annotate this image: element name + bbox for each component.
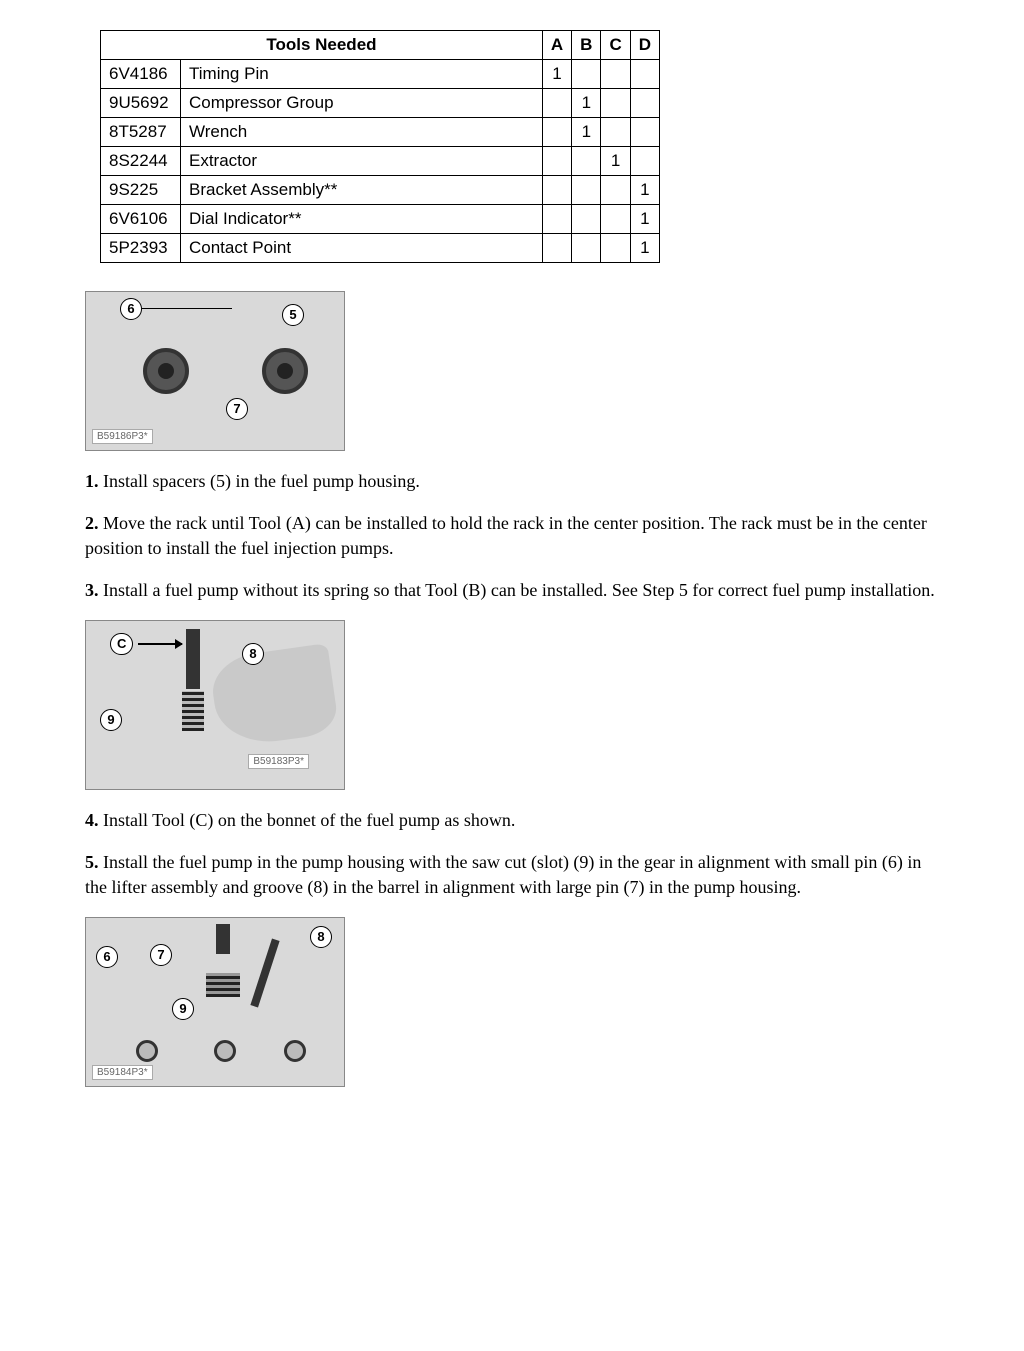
table-row: 6V4186Timing Pin1 — [101, 60, 660, 89]
callout-6: 6 — [96, 946, 118, 968]
step-text: Install a fuel pump without its spring s… — [99, 580, 935, 600]
figure-label: B59183P3* — [248, 754, 309, 769]
gear-icon — [206, 973, 240, 997]
col-c: C — [601, 31, 630, 60]
step-text: Install spacers (5) in the fuel pump hou… — [99, 471, 420, 491]
leader-line — [142, 308, 232, 309]
hole-small-icon — [136, 1040, 158, 1062]
step-number: 2. — [85, 513, 99, 533]
col-a: A — [542, 31, 571, 60]
col-b: B — [572, 31, 601, 60]
callout-7: 7 — [150, 944, 172, 966]
callout-8: 8 — [310, 926, 332, 948]
table-row: 6V6106Dial Indicator**1 — [101, 205, 660, 234]
hole-small-icon — [284, 1040, 306, 1062]
figure-label: B59186P3* — [92, 429, 153, 444]
arrow-icon — [138, 643, 182, 645]
hand-icon — [208, 643, 339, 749]
table-row: 8S2244Extractor1 — [101, 147, 660, 176]
hole-icon — [143, 348, 189, 394]
pump-rod-icon — [186, 629, 200, 689]
callout-9: 9 — [100, 709, 122, 731]
step-4: 4. Install Tool (C) on the bonnet of the… — [85, 808, 939, 832]
callout-5: 5 — [282, 304, 304, 326]
hole-icon — [262, 348, 308, 394]
callout-9: 9 — [172, 998, 194, 1020]
step-text: Install Tool (C) on the bonnet of the fu… — [99, 810, 516, 830]
table-row: 5P2393Contact Point1 — [101, 234, 660, 263]
tools-needed-table: Tools Needed A B C D 6V4186Timing Pin1 9… — [100, 30, 660, 263]
step-number: 4. — [85, 810, 99, 830]
hole-small-icon — [214, 1040, 236, 1062]
callout-7: 7 — [226, 398, 248, 420]
figure-label: B59184P3* — [92, 1065, 153, 1080]
step-text: Install the fuel pump in the pump housin… — [85, 852, 921, 896]
figure-2: C 8 9 B59183P3* — [85, 620, 345, 790]
step-5: 5. Install the fuel pump in the pump hou… — [85, 850, 939, 899]
step-number: 1. — [85, 471, 99, 491]
table-row: 8T5287Wrench1 — [101, 118, 660, 147]
table-row: 9U5692Compressor Group1 — [101, 89, 660, 118]
figure-3: 6 7 8 9 B59184P3* — [85, 917, 345, 1087]
spring-icon — [182, 691, 204, 731]
callout-c: C — [110, 633, 133, 655]
callout-6: 6 — [120, 298, 142, 320]
step-number: 3. — [85, 580, 99, 600]
step-2: 2. Move the rack until Tool (A) can be i… — [85, 511, 939, 560]
step-1: 1. Install spacers (5) in the fuel pump … — [85, 469, 939, 493]
table-row: 9S225Bracket Assembly**1 — [101, 176, 660, 205]
step-text: Move the rack until Tool (A) can be inst… — [85, 513, 927, 557]
step-3: 3. Install a fuel pump without its sprin… — [85, 578, 939, 602]
figure-1: 6 5 7 B59186P3* — [85, 291, 345, 451]
rod-icon — [250, 939, 279, 1008]
step-number: 5. — [85, 852, 99, 872]
table-header: Tools Needed — [101, 31, 543, 60]
col-d: D — [630, 31, 659, 60]
pump-rod-icon — [216, 924, 230, 954]
